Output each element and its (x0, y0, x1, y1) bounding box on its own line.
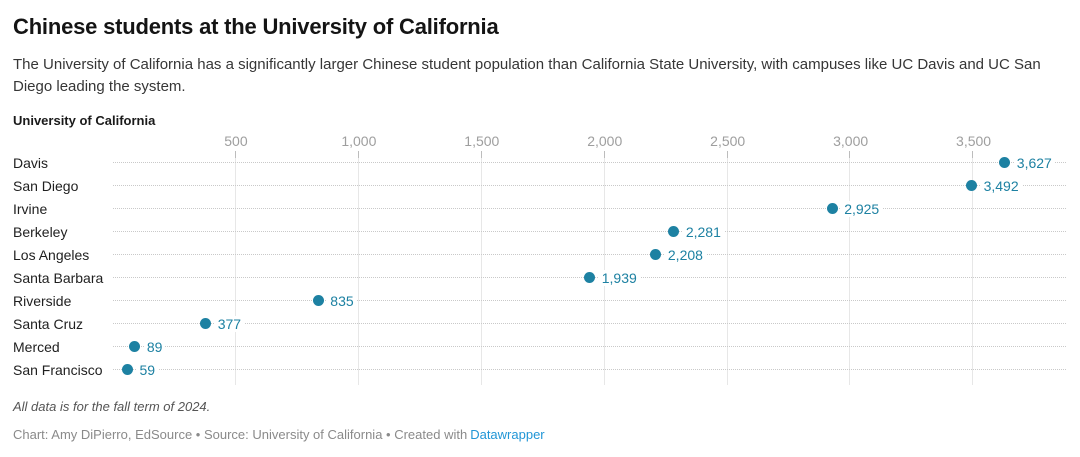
group-label: University of California (13, 113, 156, 128)
data-point-dot (966, 180, 978, 191)
axis-tick-label: 1,500 (464, 133, 500, 149)
category-label: Merced (13, 338, 60, 355)
data-point-dot (999, 157, 1011, 168)
chart-rows: Davis 3,627 San Diego 3,492 Irvine 2,925 Berke… (13, 151, 1067, 381)
leader-line (113, 300, 1066, 301)
chart-description: The University of California has a signi… (13, 56, 1041, 95)
gridlines (113, 151, 1066, 385)
row-track: 2,281 (113, 220, 1067, 243)
credit-separator: • (382, 427, 395, 442)
value-label: 3,492 (980, 177, 1022, 194)
gridline (603, 151, 605, 385)
chart-row: Irvine 2,925 (13, 197, 1067, 220)
value-label: 835 (327, 292, 357, 309)
chart-footnote: All data is for the fall term of 2024. (13, 399, 211, 414)
chart-row: Los Angeles 2,208 (13, 243, 1067, 266)
row-track: 3,492 (113, 174, 1067, 197)
row-track: 3,627 (113, 151, 1067, 174)
leader-line (113, 323, 1066, 324)
axis-tick-label: 3,000 (833, 133, 869, 149)
data-point-dot (826, 203, 838, 214)
gridline (358, 151, 360, 385)
data-point-dot (650, 249, 662, 260)
axis-tick-label: 1,000 (341, 133, 377, 149)
leader-line (113, 208, 1066, 209)
row-track: 59 (113, 358, 1067, 381)
value-label: 3,627 (1013, 154, 1055, 171)
leader-line (113, 162, 1066, 163)
value-label: 2,208 (664, 246, 706, 263)
value-label: 59 (136, 361, 159, 378)
leader-line (113, 254, 1066, 255)
axis-tick-label: 2,500 (710, 133, 746, 149)
gridline (726, 151, 728, 385)
row-track: 89 (113, 335, 1067, 358)
data-point-dot (584, 272, 596, 283)
datawrapper-link[interactable]: Datawrapper (470, 427, 545, 442)
credit-source: Source: University of California (203, 427, 383, 442)
value-label: 2,925 (841, 200, 883, 217)
gridline (480, 151, 482, 385)
category-label: Riverside (13, 292, 72, 309)
plot-area: Davis 3,627 San Diego 3,492 Irvine 2,925 Berke… (13, 151, 1067, 385)
chart-credit: Chart: Amy DiPierro, EdSource • Source: … (13, 427, 1067, 442)
chart-row: Santa Barbara 1,939 (13, 266, 1067, 289)
chart-row: Riverside 835 (13, 289, 1067, 312)
axis-tick-label: 3,500 (956, 133, 992, 149)
chart-row: Santa Cruz 377 (13, 312, 1067, 335)
data-point-dot (122, 364, 133, 375)
category-label: Davis (13, 154, 49, 171)
category-label: San Diego (13, 177, 79, 194)
gridline (235, 151, 237, 385)
chart-row: San Diego 3,492 (13, 174, 1067, 197)
data-point-dot (668, 226, 680, 237)
axis-tick-label: 500 (224, 133, 248, 149)
gridline (972, 151, 974, 385)
credit-chart-by: Chart: Amy DiPierro, EdSource (13, 427, 193, 442)
value-label: 89 (143, 338, 166, 355)
leader-line (113, 185, 1066, 186)
axis-tick-label: 2,000 (587, 133, 623, 149)
category-label: San Francisco (13, 361, 103, 378)
row-track: 2,925 (113, 197, 1067, 220)
data-point-dot (129, 341, 141, 352)
category-label: Santa Cruz (13, 315, 84, 332)
row-track: 835 (113, 289, 1067, 312)
gridline (849, 151, 851, 385)
leader-line (113, 231, 1066, 232)
leader-line (113, 369, 1066, 370)
category-label: Santa Barbara (13, 269, 104, 286)
value-label: 1,939 (598, 269, 640, 286)
leader-line (113, 346, 1066, 347)
row-track: 2,208 (113, 243, 1067, 266)
category-label: Irvine (13, 200, 48, 217)
category-label: Berkeley (13, 223, 68, 240)
row-track: 377 (113, 312, 1067, 335)
data-point-dot (200, 318, 212, 329)
credit-created-with: Created with (394, 427, 468, 442)
category-label: Los Angeles (13, 246, 90, 263)
chart-row: Merced 89 (13, 335, 1067, 358)
dot-plot-chart: University of California 500 1,000 1,500 2,… (13, 113, 1067, 385)
credit-separator: • (192, 427, 204, 442)
row-track: 1,939 (113, 266, 1067, 289)
chart-row: San Francisco 59 (13, 358, 1067, 381)
x-axis: 500 1,000 1,500 2,000 2,500 3,000 3,500 (113, 129, 1067, 151)
data-point-dot (312, 295, 324, 306)
value-label: 377 (214, 315, 245, 332)
chart-row: Berkeley 2,281 (13, 220, 1067, 243)
chart-row: Davis 3,627 (13, 151, 1067, 174)
chart-card: Chinese students at the University of Ca… (13, 14, 1067, 442)
value-label: 2,281 (682, 223, 724, 240)
page-title: Chinese students at the University of Ca… (13, 14, 499, 39)
